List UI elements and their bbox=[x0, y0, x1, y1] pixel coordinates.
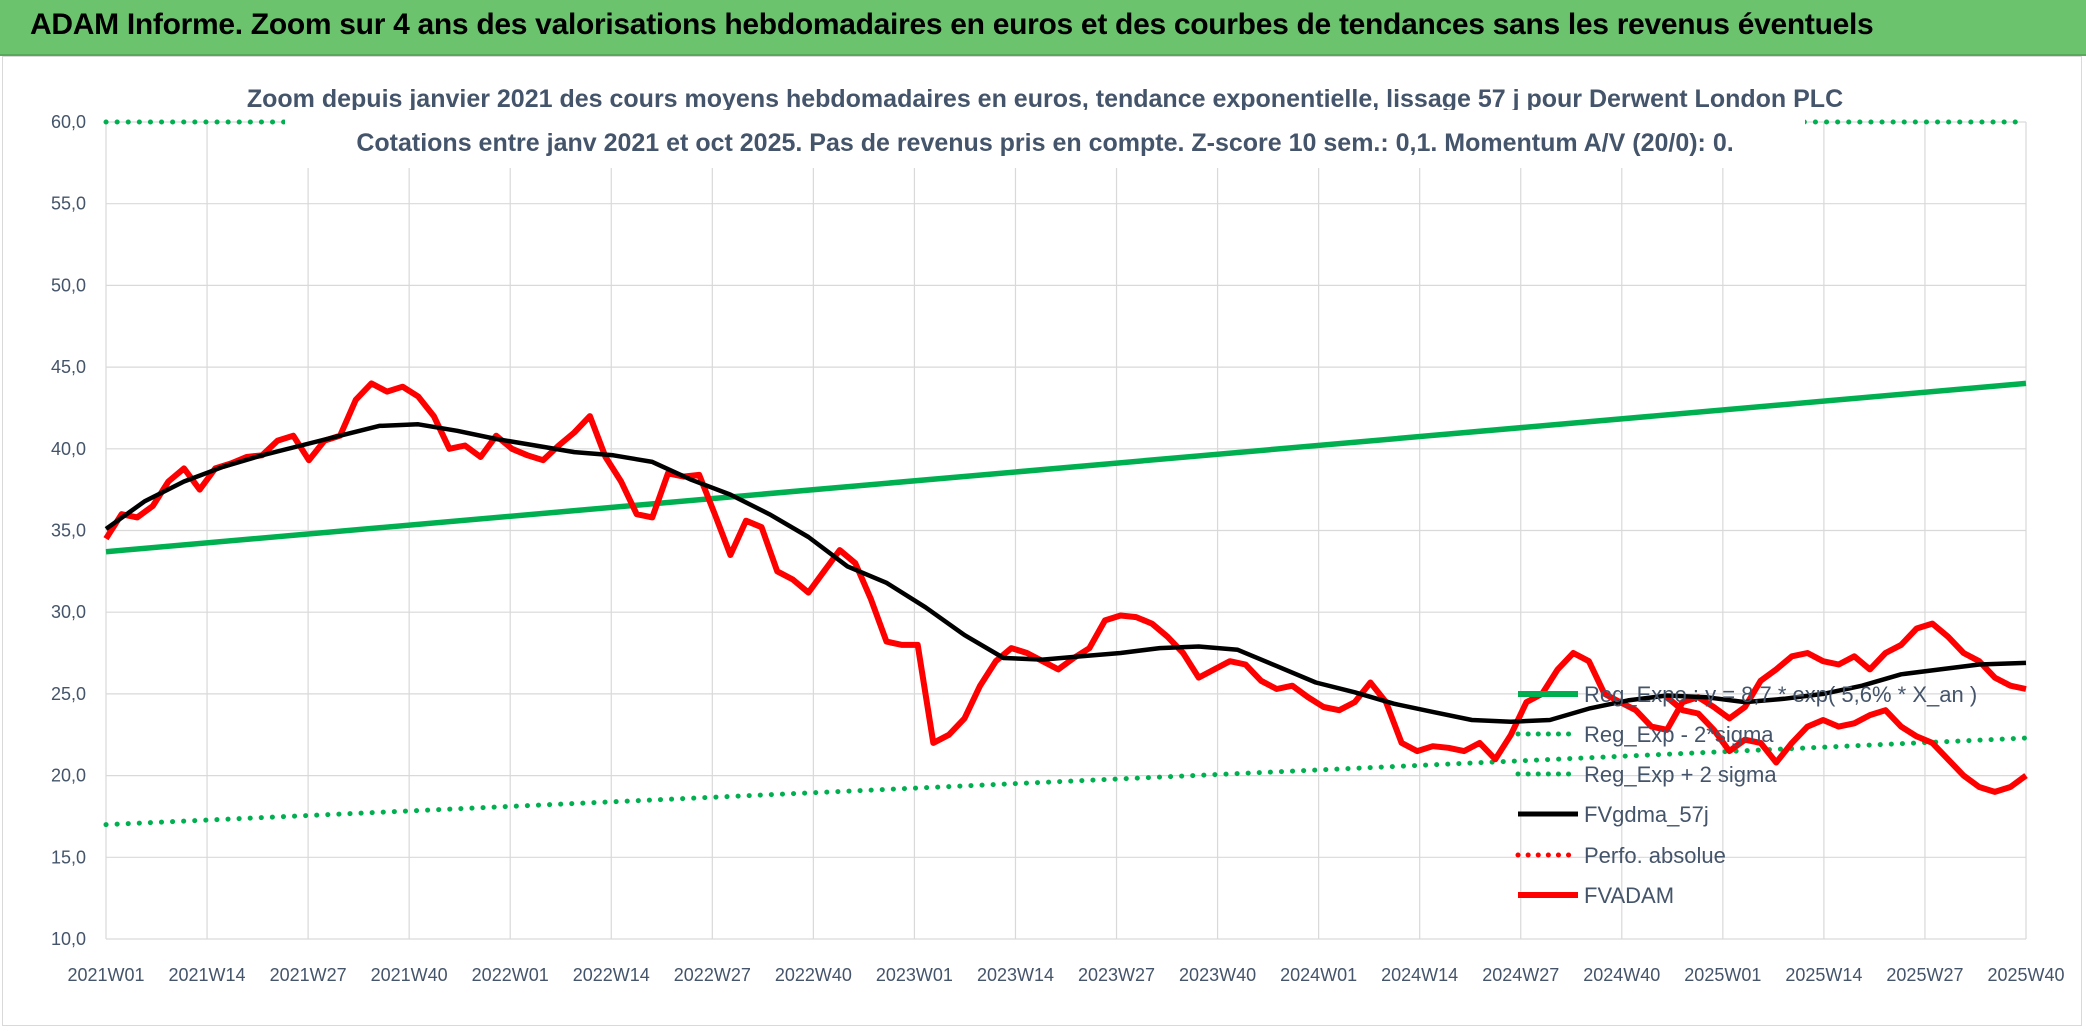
x-tick-label: 2023W27 bbox=[1078, 965, 1155, 985]
report-banner: ADAM Informe. Zoom sur 4 ans des valoris… bbox=[0, 0, 2086, 56]
x-tick-label: 2023W14 bbox=[977, 965, 1054, 985]
chart-frame bbox=[2, 56, 2082, 1026]
x-tick-label: 2025W01 bbox=[1684, 965, 1761, 985]
legend-label: Reg_Exp + 2 sigma bbox=[1584, 762, 1777, 787]
lower-band-line bbox=[103, 735, 2029, 828]
y-tick-label: 55,0 bbox=[51, 194, 86, 214]
x-tick-label: 2021W14 bbox=[169, 965, 246, 985]
series-lines bbox=[103, 110, 2029, 828]
y-tick-label: 10,0 bbox=[51, 929, 86, 949]
title-mask bbox=[285, 110, 1805, 132]
x-tick-label: 2025W14 bbox=[1785, 965, 1862, 985]
y-tick-label: 60,0 bbox=[51, 112, 86, 132]
y-tick-label: 25,0 bbox=[51, 684, 86, 704]
legend-label: FVADAM bbox=[1584, 883, 1674, 908]
x-tick-label: 2025W40 bbox=[1987, 965, 2064, 985]
y-tick-label: 35,0 bbox=[51, 521, 86, 541]
x-tick-label: 2024W01 bbox=[1280, 965, 1357, 985]
y-tick-label: 15,0 bbox=[51, 847, 86, 867]
fvadam-line-2025 bbox=[1665, 694, 2028, 795]
legend-label: Perfo. absolue bbox=[1584, 843, 1726, 868]
x-tick-label: 2021W27 bbox=[270, 965, 347, 985]
legend-label: Reg_Expo : y = 8,7 * exp( 5,6% * X_an ) bbox=[1584, 682, 1977, 707]
y-tick-label: 45,0 bbox=[51, 357, 86, 377]
fvadam-line bbox=[103, 380, 2027, 763]
legend-label: FVgdma_57j bbox=[1584, 802, 1709, 827]
x-tick-label: 2022W40 bbox=[775, 965, 852, 985]
y-tick-label: 40,0 bbox=[51, 439, 86, 459]
x-tick-label: 2022W01 bbox=[472, 965, 549, 985]
fvgdma-line bbox=[104, 422, 2027, 724]
legend-label: Reg_Exp - 2*sigma bbox=[1584, 722, 1774, 747]
x-tick-label: 2022W14 bbox=[573, 965, 650, 985]
report-title: ADAM Informe. Zoom sur 4 ans des valoris… bbox=[30, 8, 1874, 41]
x-tick-label: 2023W01 bbox=[876, 965, 953, 985]
grid-lines bbox=[105, 121, 2027, 940]
chart-title-line-1: Zoom depuis janvier 2021 des cours moyen… bbox=[247, 85, 1843, 113]
chart-legend: Reg_Expo : y = 8,7 * exp( 5,6% * X_an ) R… bbox=[1515, 682, 1977, 908]
x-tick-label: 2022W27 bbox=[674, 965, 751, 985]
x-tick-label: 2025W27 bbox=[1886, 965, 1963, 985]
y-axis-ticks: 10,0 15,0 20,0 25,0 30,0 35,0 40,0 45,0 50,0 55,0… bbox=[51, 112, 86, 949]
x-tick-label: 2021W01 bbox=[67, 965, 144, 985]
x-axis-ticks: 2021W01 2021W14 2021W27 2021W40 2022W01 2022W… bbox=[67, 965, 2064, 985]
x-tick-label: 2024W40 bbox=[1583, 965, 1660, 985]
y-tick-label: 30,0 bbox=[51, 602, 86, 622]
regression-line bbox=[105, 380, 2027, 555]
y-tick-label: 50,0 bbox=[51, 275, 86, 295]
x-tick-label: 2021W40 bbox=[371, 965, 448, 985]
x-tick-label: 2024W14 bbox=[1381, 965, 1458, 985]
x-tick-label: 2023W40 bbox=[1179, 965, 1256, 985]
x-tick-label: 2024W27 bbox=[1482, 965, 1559, 985]
y-tick-label: 20,0 bbox=[51, 766, 86, 786]
chart-title-line-2: Cotations entre janv 2021 et oct 2025. P… bbox=[356, 129, 1733, 157]
